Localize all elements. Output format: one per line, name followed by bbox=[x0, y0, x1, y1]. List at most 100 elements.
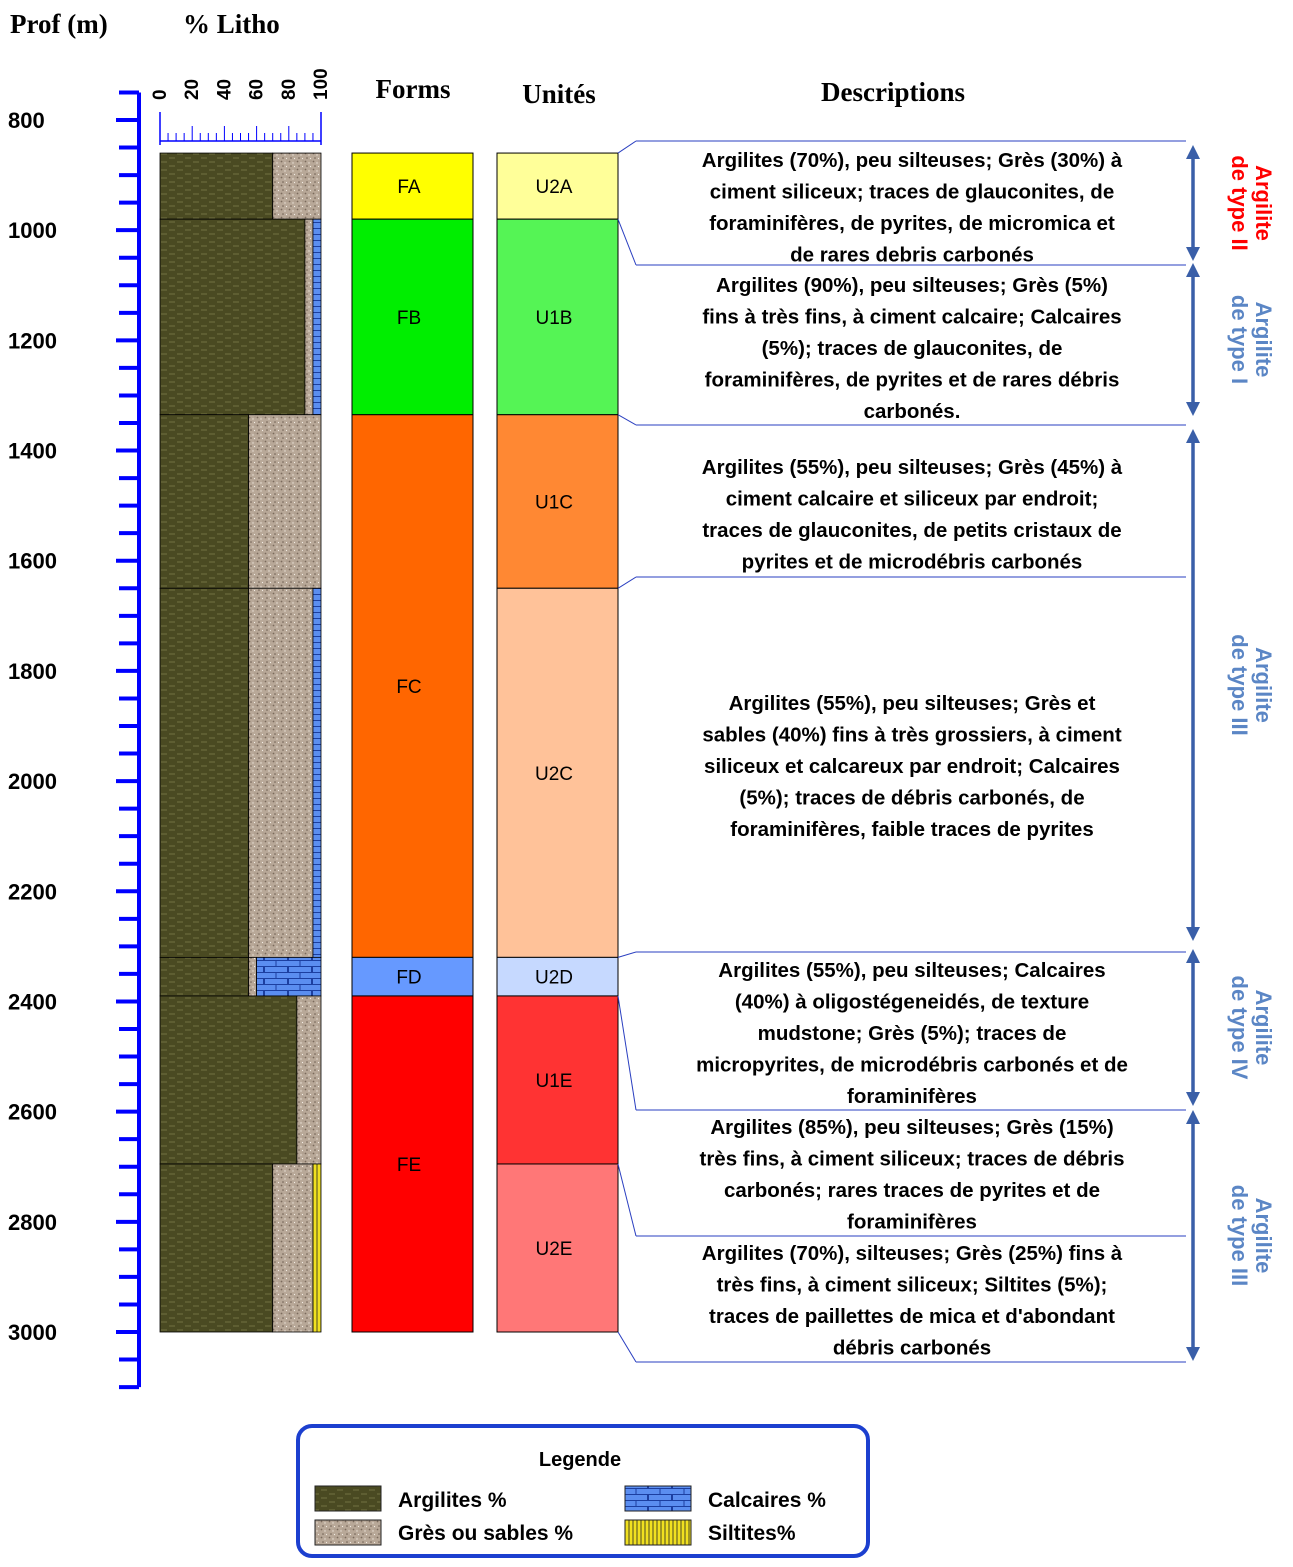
lithology-column bbox=[159, 152, 322, 1333]
description-line: très fins, à ciment siliceux; Siltites (… bbox=[717, 1274, 1108, 1297]
description-line: carbonés; rares traces de pyrites et de bbox=[724, 1179, 1100, 1202]
tie-line bbox=[617, 414, 637, 426]
litho-segment-argilites bbox=[159, 152, 274, 220]
litho-segment-argilites bbox=[159, 1163, 274, 1333]
description-line: carbonés. bbox=[864, 400, 961, 423]
depth-label: 2400 bbox=[8, 989, 57, 1014]
depth-label: 1200 bbox=[8, 328, 57, 353]
litho-header: % Litho bbox=[183, 9, 280, 39]
description-line: sables (40%) fins à très grossiers, à ci… bbox=[702, 724, 1121, 747]
description-line: fins à très fins, à ciment calcaire; Cal… bbox=[702, 306, 1121, 329]
litho-segment-calcaires bbox=[312, 218, 322, 416]
litho-segment-argilites bbox=[159, 218, 306, 416]
unit-label: U2D bbox=[535, 968, 573, 989]
tie-line bbox=[617, 140, 637, 154]
depth-header: Prof (m) bbox=[10, 9, 108, 39]
argilite-type-line2: de type I bbox=[1227, 295, 1252, 384]
argilite-type-line1: Argilite bbox=[1251, 647, 1276, 723]
unit-block bbox=[496, 587, 619, 958]
descriptions-header: Descriptions bbox=[821, 77, 965, 107]
litho-segment-calcaires bbox=[312, 587, 322, 958]
description-line: de rares debris carbonés bbox=[790, 244, 1034, 267]
tie-line bbox=[617, 1331, 637, 1363]
description-line: débris carbonés bbox=[833, 1337, 991, 1360]
description-line: Argilites (55%), peu silteuses; Grès et bbox=[729, 692, 1096, 715]
units-column: U2A U1B U1C U2C U2D U1E U2E bbox=[496, 152, 619, 1333]
litho-tick-label: 60 bbox=[247, 79, 268, 100]
form-label: FA bbox=[397, 177, 421, 198]
forms-column: FA FB FC FD FE bbox=[351, 152, 474, 1333]
litho-segment-argilites bbox=[159, 414, 249, 589]
form-block bbox=[351, 414, 474, 958]
litho-tick-label: 40 bbox=[214, 79, 235, 100]
unit-block bbox=[496, 995, 619, 1165]
legend-label-siltites: Siltites% bbox=[708, 1522, 796, 1545]
litho-segment-calcaires bbox=[256, 956, 322, 997]
litho-segment-gres bbox=[248, 956, 258, 997]
depth-label: 1000 bbox=[8, 218, 57, 243]
litho-segment-argilites bbox=[159, 587, 249, 958]
tie-line bbox=[617, 218, 637, 266]
description-line: pyrites et de microdébris carbonés bbox=[742, 551, 1083, 574]
unit-label: U1C bbox=[535, 493, 573, 514]
litho-segment-gres bbox=[248, 587, 314, 958]
litho-segment-gres bbox=[272, 152, 322, 220]
tie-line bbox=[617, 576, 637, 589]
depth-label: 800 bbox=[8, 108, 45, 133]
description-line: (5%); traces de débris carbonés, de bbox=[739, 787, 1084, 810]
tie-line bbox=[617, 995, 637, 1111]
units-header: Unités bbox=[522, 79, 596, 109]
form-block bbox=[351, 152, 474, 220]
unit-label: U1B bbox=[536, 308, 573, 329]
argilite-type-line2: de type III bbox=[1227, 1185, 1252, 1286]
legend-box: Legende Argilites % Calcaires % Grès ou … bbox=[296, 1424, 870, 1558]
description-line: Argilites (85%), peu silteuses; Grès (15… bbox=[710, 1116, 1113, 1139]
depth-label: 1400 bbox=[8, 439, 57, 464]
litho-tick-label: 20 bbox=[182, 79, 203, 100]
unit-label: U2C bbox=[535, 764, 573, 785]
litho-percent-axis: 0 20 40 60 80 100 bbox=[150, 68, 332, 145]
depth-label: 1600 bbox=[8, 549, 57, 574]
description-line: foraminifères bbox=[847, 1085, 977, 1108]
legend-swatch-gres bbox=[314, 1519, 382, 1546]
litho-segment-siltites bbox=[312, 1163, 322, 1333]
form-label: FD bbox=[396, 968, 421, 989]
description-line: Argilites (70%), silteuses; Grès (25%) f… bbox=[702, 1242, 1123, 1265]
description-line: siliceux et calcareux par endroit; Calca… bbox=[704, 755, 1120, 778]
unit-label: U2A bbox=[536, 177, 573, 198]
description-line: foraminifères, de pyrites, de micromica … bbox=[709, 212, 1115, 235]
legend-title: Legende bbox=[539, 1449, 621, 1471]
descriptions-column: Argilites (70%), peu silteuses; Grès (30… bbox=[617, 140, 1186, 1363]
depth-axis: 800 1000 1200 1400 1600 1800 2000 2200 2400 2600 2… bbox=[8, 90, 141, 1390]
description-line: foraminifères, de pyrites et de rares dé… bbox=[705, 369, 1120, 392]
description-line: Argilites (70%), peu silteuses; Grès (30… bbox=[702, 149, 1123, 172]
legend-swatch-siltites bbox=[624, 1519, 692, 1546]
description-line: (40%) à oligostégeneidés, de texture bbox=[735, 991, 1089, 1014]
argilite-type-line1: Argilite bbox=[1251, 1198, 1276, 1274]
litho-tick-label: 100 bbox=[311, 68, 332, 100]
description-line: foraminifères bbox=[847, 1211, 977, 1234]
depth-label: 2600 bbox=[8, 1100, 57, 1125]
argilite-type-line1: Argilite bbox=[1251, 990, 1276, 1066]
form-block bbox=[351, 218, 474, 416]
depth-label: 2200 bbox=[8, 879, 57, 904]
description-line: ciment calcaire et siliceux par endroit; bbox=[726, 488, 1099, 511]
litho-tick-label: 80 bbox=[279, 79, 300, 100]
forms-header: Forms bbox=[376, 74, 451, 104]
description-line: Argilites (90%), peu silteuses; Grès (5%… bbox=[716, 274, 1108, 297]
description-line: (5%); traces de glauconites, de bbox=[762, 337, 1063, 360]
argilite-type-line2: de type III bbox=[1227, 634, 1252, 735]
form-block bbox=[351, 995, 474, 1333]
argilite-type-line1: Argilite bbox=[1251, 165, 1276, 241]
unit-label: U2E bbox=[536, 1239, 573, 1260]
unit-label: U1E bbox=[536, 1071, 573, 1092]
form-label: FB bbox=[397, 308, 421, 329]
litho-segment-gres bbox=[296, 995, 322, 1165]
legend-label-argilites: Argilites % bbox=[398, 1489, 507, 1512]
legend-swatch-argilites bbox=[314, 1485, 382, 1512]
